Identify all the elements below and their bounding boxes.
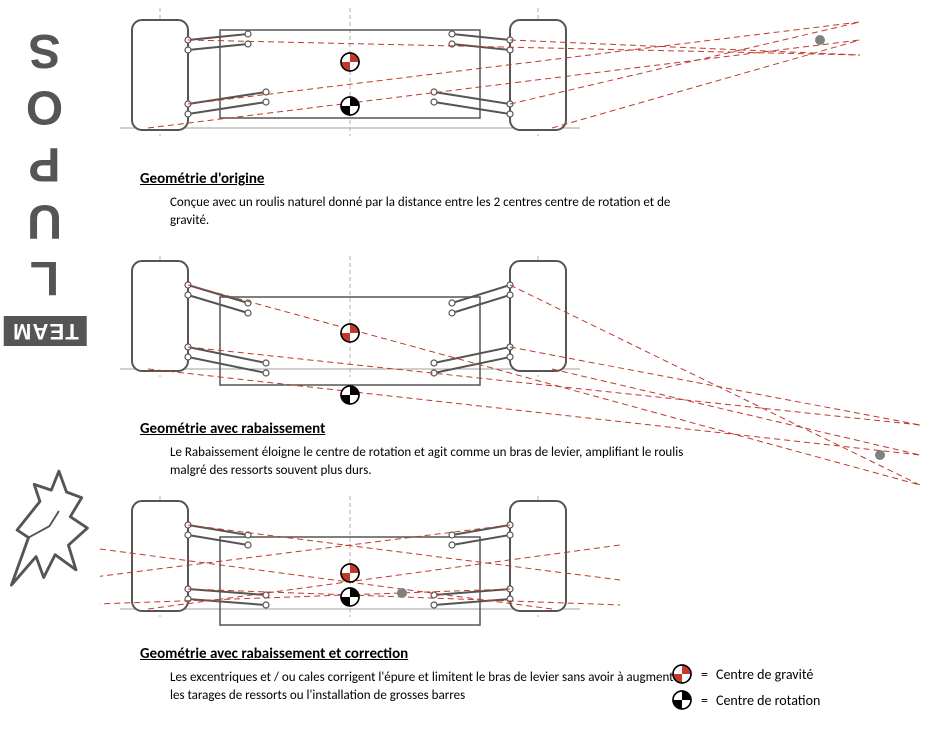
caption-origin: Geométrie d'origine Conçue avec un rouli… [140, 170, 700, 229]
caption-title: Geométrie avec rabaissement et correctio… [140, 645, 700, 663]
logo-team-badge: TEAM [4, 316, 87, 346]
cr-marker-icon [671, 689, 693, 711]
caption-lowered: Geométrie avec rabaissement Le Rabaissem… [140, 420, 700, 479]
legend-cg-label: Centre de gravité [716, 666, 813, 683]
caption-desc: Conçue avec un roulis naturel donné par … [140, 194, 700, 229]
logo-strip: LUPOS TEAM [0, 0, 90, 735]
diagram-origin [100, 0, 940, 170]
legend-row-cg: = Centre de gravité [671, 663, 911, 685]
legend-eq: = [701, 666, 708, 683]
caption-corrected: Geométrie avec rabaissement et correctio… [140, 645, 700, 704]
legend-cr-label: Centre de rotation [716, 692, 820, 709]
caption-desc: Le Rabaissement éloigne le centre de rot… [140, 444, 700, 479]
legend-eq: = [701, 692, 708, 709]
caption-desc: Les excentriques et / ou cales corrigent… [140, 669, 700, 704]
wolf-logo-icon [0, 460, 95, 600]
legend: = Centre de gravité = Centre de rotation [671, 663, 911, 715]
caption-title: Geométrie d'origine [140, 170, 700, 188]
diagram-corrected [100, 495, 940, 665]
caption-title: Geométrie avec rabaissement [140, 420, 700, 438]
legend-row-cr: = Centre de rotation [671, 689, 911, 711]
cg-marker-icon [671, 663, 693, 685]
logo-letters: LUPOS [16, 20, 74, 304]
